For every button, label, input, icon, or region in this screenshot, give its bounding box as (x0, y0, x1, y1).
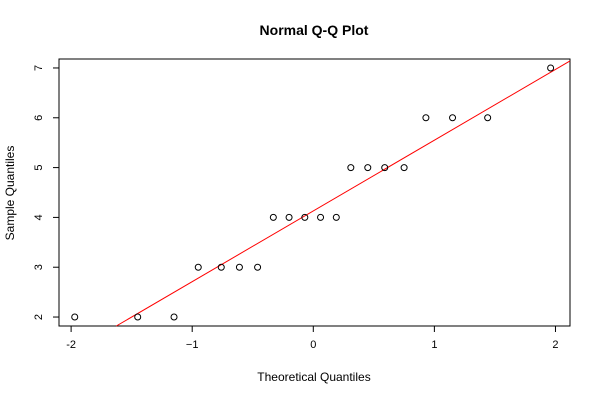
x-tick-label: 2 (552, 339, 558, 351)
x-tick-label: 1 (431, 339, 437, 351)
data-point (381, 164, 389, 172)
x-axis: -2 −1 0 1 2 (66, 326, 559, 351)
y-tick-label: 6 (33, 115, 45, 121)
y-tick-label: 4 (33, 214, 45, 220)
x-tick-label: 0 (310, 339, 316, 351)
data-point (547, 64, 555, 72)
data-point (194, 263, 202, 271)
qq-reference-line (116, 60, 571, 327)
y-tick-label: 3 (33, 264, 45, 270)
y-tick-label: 2 (33, 314, 45, 320)
points-layer (71, 64, 555, 321)
data-point (347, 164, 355, 172)
data-point (269, 213, 277, 221)
data-point (71, 313, 79, 321)
chart-title: Normal Q-Q Plot (260, 22, 369, 38)
data-point (170, 313, 178, 321)
y-axis-label: Sample Quantiles (3, 146, 17, 241)
x-axis-label: Theoretical Quantiles (257, 370, 370, 384)
plot-frame (58, 58, 571, 327)
data-point (235, 263, 243, 271)
x-tick-label: -2 (66, 339, 76, 351)
data-point (317, 213, 325, 221)
data-point (285, 213, 293, 221)
y-tick-label: 7 (33, 65, 45, 71)
data-point (484, 114, 492, 122)
data-point (254, 263, 262, 271)
data-point (301, 213, 309, 221)
data-point (449, 114, 457, 122)
data-point (332, 213, 340, 221)
data-point (217, 263, 225, 271)
x-tick-label: −1 (186, 339, 199, 351)
data-point (422, 114, 430, 122)
data-point (364, 164, 372, 172)
y-axis: 2 3 4 5 6 7 (33, 65, 59, 320)
reference-line-layer (116, 60, 571, 327)
data-point (400, 164, 408, 172)
data-point (134, 313, 142, 321)
y-tick-label: 5 (33, 165, 45, 171)
